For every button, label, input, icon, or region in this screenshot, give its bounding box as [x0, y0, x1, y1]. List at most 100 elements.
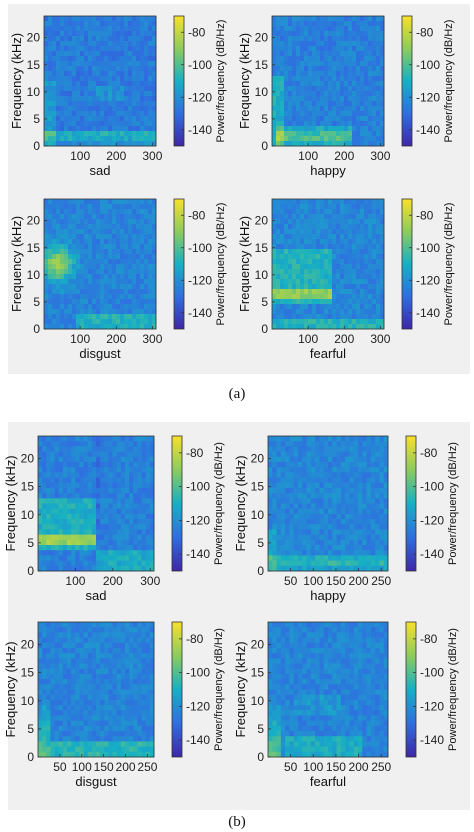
- heatmap-cell: [80, 259, 85, 265]
- heatmap-cell: [83, 689, 89, 696]
- heatmap-cell: [92, 26, 97, 32]
- heatmap-cell: [104, 136, 109, 142]
- heatmap-cell: [344, 274, 349, 280]
- heatmap-cell: [370, 565, 376, 572]
- heatmap-cell: [46, 441, 51, 447]
- heatmap-cell: [72, 141, 77, 147]
- heatmap-cell: [120, 304, 125, 310]
- heatmap-cell: [84, 199, 89, 205]
- heatmap-cell: [60, 269, 65, 275]
- heatmap-cell: [48, 26, 53, 32]
- heatmap-cell: [104, 309, 109, 315]
- heatmap-cell: [323, 508, 329, 515]
- heatmap-cell: [125, 689, 130, 696]
- heatmap-cell: [58, 472, 64, 478]
- heatmap-cell: [328, 456, 333, 463]
- heatmap-cell: [125, 467, 130, 473]
- heatmap-cell: [296, 199, 301, 205]
- heatmap-cell: [352, 284, 357, 290]
- heatmap-cell: [129, 482, 134, 489]
- heatmap-cell: [64, 244, 69, 250]
- heatmap-cell: [370, 560, 376, 567]
- heatmap-cell: [284, 31, 289, 37]
- heatmap-cell: [328, 81, 333, 87]
- heatmap-cell: [71, 451, 76, 458]
- heatmap-cell: [75, 498, 80, 504]
- heatmap-cell: [276, 264, 281, 270]
- heatmap-cell: [152, 274, 157, 280]
- heatmap-cell: [108, 493, 113, 499]
- heatmap-cell: [104, 524, 109, 530]
- heatmap-cell: [129, 451, 134, 458]
- heatmap-cell: [116, 294, 121, 300]
- heatmap-cell: [344, 106, 349, 112]
- heatmap-cell: [368, 304, 373, 310]
- heatmap-cell: [100, 545, 105, 551]
- heatmap-cell: [68, 279, 73, 285]
- heatmap-cell: [64, 249, 69, 255]
- heatmap-cell: [368, 264, 373, 270]
- heatmap-cell: [328, 244, 333, 250]
- heatmap-cell: [300, 116, 305, 122]
- heatmap-cell: [148, 41, 153, 47]
- heatmap-cell: [124, 26, 129, 32]
- heatmap-cell: [116, 56, 121, 62]
- heatmap-cell: [132, 324, 137, 330]
- heatmap-cell: [293, 550, 299, 556]
- heatmap-cell: [328, 487, 333, 494]
- heatmap-cell: [46, 487, 51, 494]
- heatmap-cell: [324, 239, 329, 245]
- heatmap-cell: [149, 642, 155, 649]
- heatmap-cell: [38, 689, 43, 696]
- heatmap-cell: [92, 209, 97, 215]
- heatmap-cell: [376, 126, 381, 132]
- heatmap-cell: [336, 565, 342, 572]
- heatmap-cell: [124, 269, 129, 275]
- heatmap-cell: [84, 91, 89, 97]
- heatmap-cell: [370, 555, 376, 562]
- heatmap-cell: [104, 314, 109, 320]
- heatmap-cell: [92, 101, 97, 107]
- heatmap-cell: [83, 477, 89, 484]
- heatmap-cell: [92, 254, 97, 260]
- heatmap-cell: [336, 224, 341, 230]
- heatmap-cell: [83, 456, 89, 463]
- heatmap-cell: [64, 229, 69, 235]
- heatmap-cell: [38, 622, 43, 628]
- heatmap-cell: [68, 66, 73, 72]
- heatmap-cell: [304, 16, 309, 22]
- heatmap-cell: [96, 199, 101, 205]
- heatmap-cell: [319, 534, 325, 541]
- heatmap-cell: [104, 229, 109, 235]
- heatmap-cell: [304, 284, 309, 290]
- heatmap-cell: [100, 61, 105, 67]
- heatmap-cell: [108, 534, 113, 541]
- heatmap-cell: [96, 136, 101, 142]
- heatmap-cell: [120, 451, 126, 458]
- heatmap-cell: [144, 121, 149, 127]
- heatmap-cell: [100, 86, 105, 92]
- heatmap-cell: [312, 224, 317, 230]
- heatmap-cell: [296, 294, 301, 300]
- heatmap-cell: [362, 441, 367, 447]
- heatmap-cell: [280, 279, 285, 285]
- plot-frame: [271, 198, 385, 330]
- heatmap-cell: [112, 534, 118, 541]
- heatmap-cell: [272, 545, 277, 551]
- heatmap-cell: [84, 51, 89, 57]
- heatmap-cell: [352, 61, 357, 67]
- heatmap-cell: [336, 472, 342, 478]
- heatmap-cell: [272, 239, 277, 245]
- heatmap-cell: [152, 204, 157, 210]
- heatmap-cell: [315, 539, 320, 546]
- heatmap-cell: [324, 71, 329, 77]
- y-tick-label: 0: [261, 322, 268, 336]
- heatmap-cell: [38, 519, 43, 525]
- heatmap-cell: [310, 487, 316, 494]
- heatmap-cell: [296, 61, 301, 67]
- heatmap-cell: [120, 269, 125, 275]
- heatmap-cell: [366, 482, 372, 489]
- heatmap-cell: [312, 116, 317, 122]
- heatmap-cell: [120, 498, 126, 504]
- heatmap-cell: [128, 46, 133, 52]
